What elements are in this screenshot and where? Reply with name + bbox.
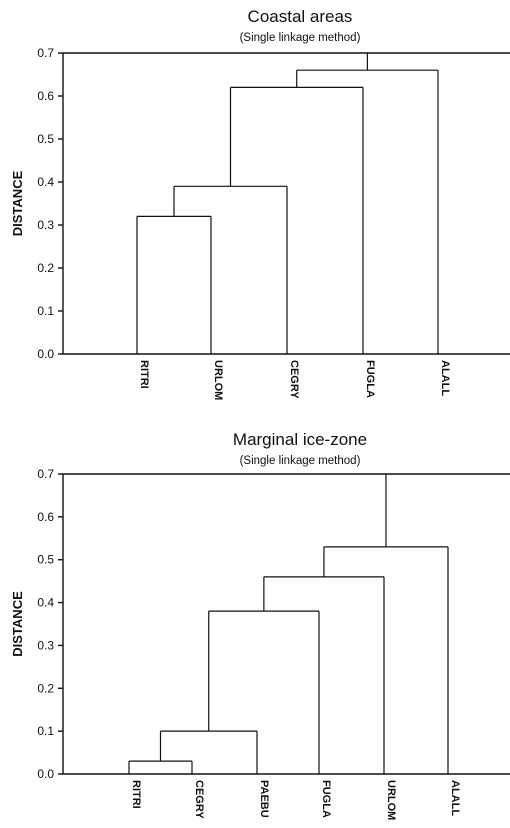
y-tick-label: 0.6 — [37, 510, 54, 524]
y-tick-label: 0.0 — [37, 347, 54, 361]
chart-title: Coastal areas — [248, 7, 353, 26]
leaf-label: FUGLA — [320, 780, 332, 818]
leaf-label: CEGRY — [288, 360, 300, 399]
y-tick-label: 0.6 — [37, 89, 54, 103]
y-tick-label: 0.3 — [37, 638, 54, 652]
chart-subtitle: (Single linkage method) — [240, 32, 361, 44]
leaf-label: URLOM — [385, 780, 397, 820]
leaf-label: RITRI — [130, 780, 142, 809]
leaf-label: FUGLA — [364, 360, 376, 398]
leaf-label: PAEBU — [258, 780, 270, 818]
leaf-label: ALALL — [449, 780, 461, 816]
y-tick-label: 0.7 — [37, 46, 54, 60]
y-tick-label: 0.3 — [37, 218, 54, 232]
y-tick-label: 0.4 — [37, 175, 54, 189]
chart-title: Marginal ice-zone — [233, 430, 367, 449]
y-axis-label: DISTANCE — [10, 591, 25, 657]
y-tick-label: 0.1 — [37, 304, 54, 318]
y-tick-label: 0.2 — [37, 681, 54, 695]
y-tick-label: 0.7 — [37, 467, 54, 481]
leaf-label: RITRI — [138, 360, 150, 389]
leaf-label: CEGRY — [193, 780, 205, 819]
y-tick-label: 0.0 — [37, 767, 54, 781]
leaf-label: ALALL — [439, 360, 451, 396]
y-tick-label: 0.5 — [37, 132, 54, 146]
leaf-label: URLOM — [212, 360, 224, 400]
chart-subtitle: (Single linkage method) — [240, 455, 361, 467]
y-tick-label: 0.1 — [37, 724, 54, 738]
y-axis-label: DISTANCE — [10, 170, 25, 236]
y-tick-label: 0.2 — [37, 261, 54, 275]
y-tick-label: 0.5 — [37, 553, 54, 567]
dendrogram-panel-2: Marginal ice-zone (Single linkage method)… — [10, 430, 510, 820]
y-tick-label: 0.4 — [37, 596, 54, 610]
dendrogram-panel-1: Coastal areas (Single linkage method) 0.0 0… — [10, 7, 510, 400]
